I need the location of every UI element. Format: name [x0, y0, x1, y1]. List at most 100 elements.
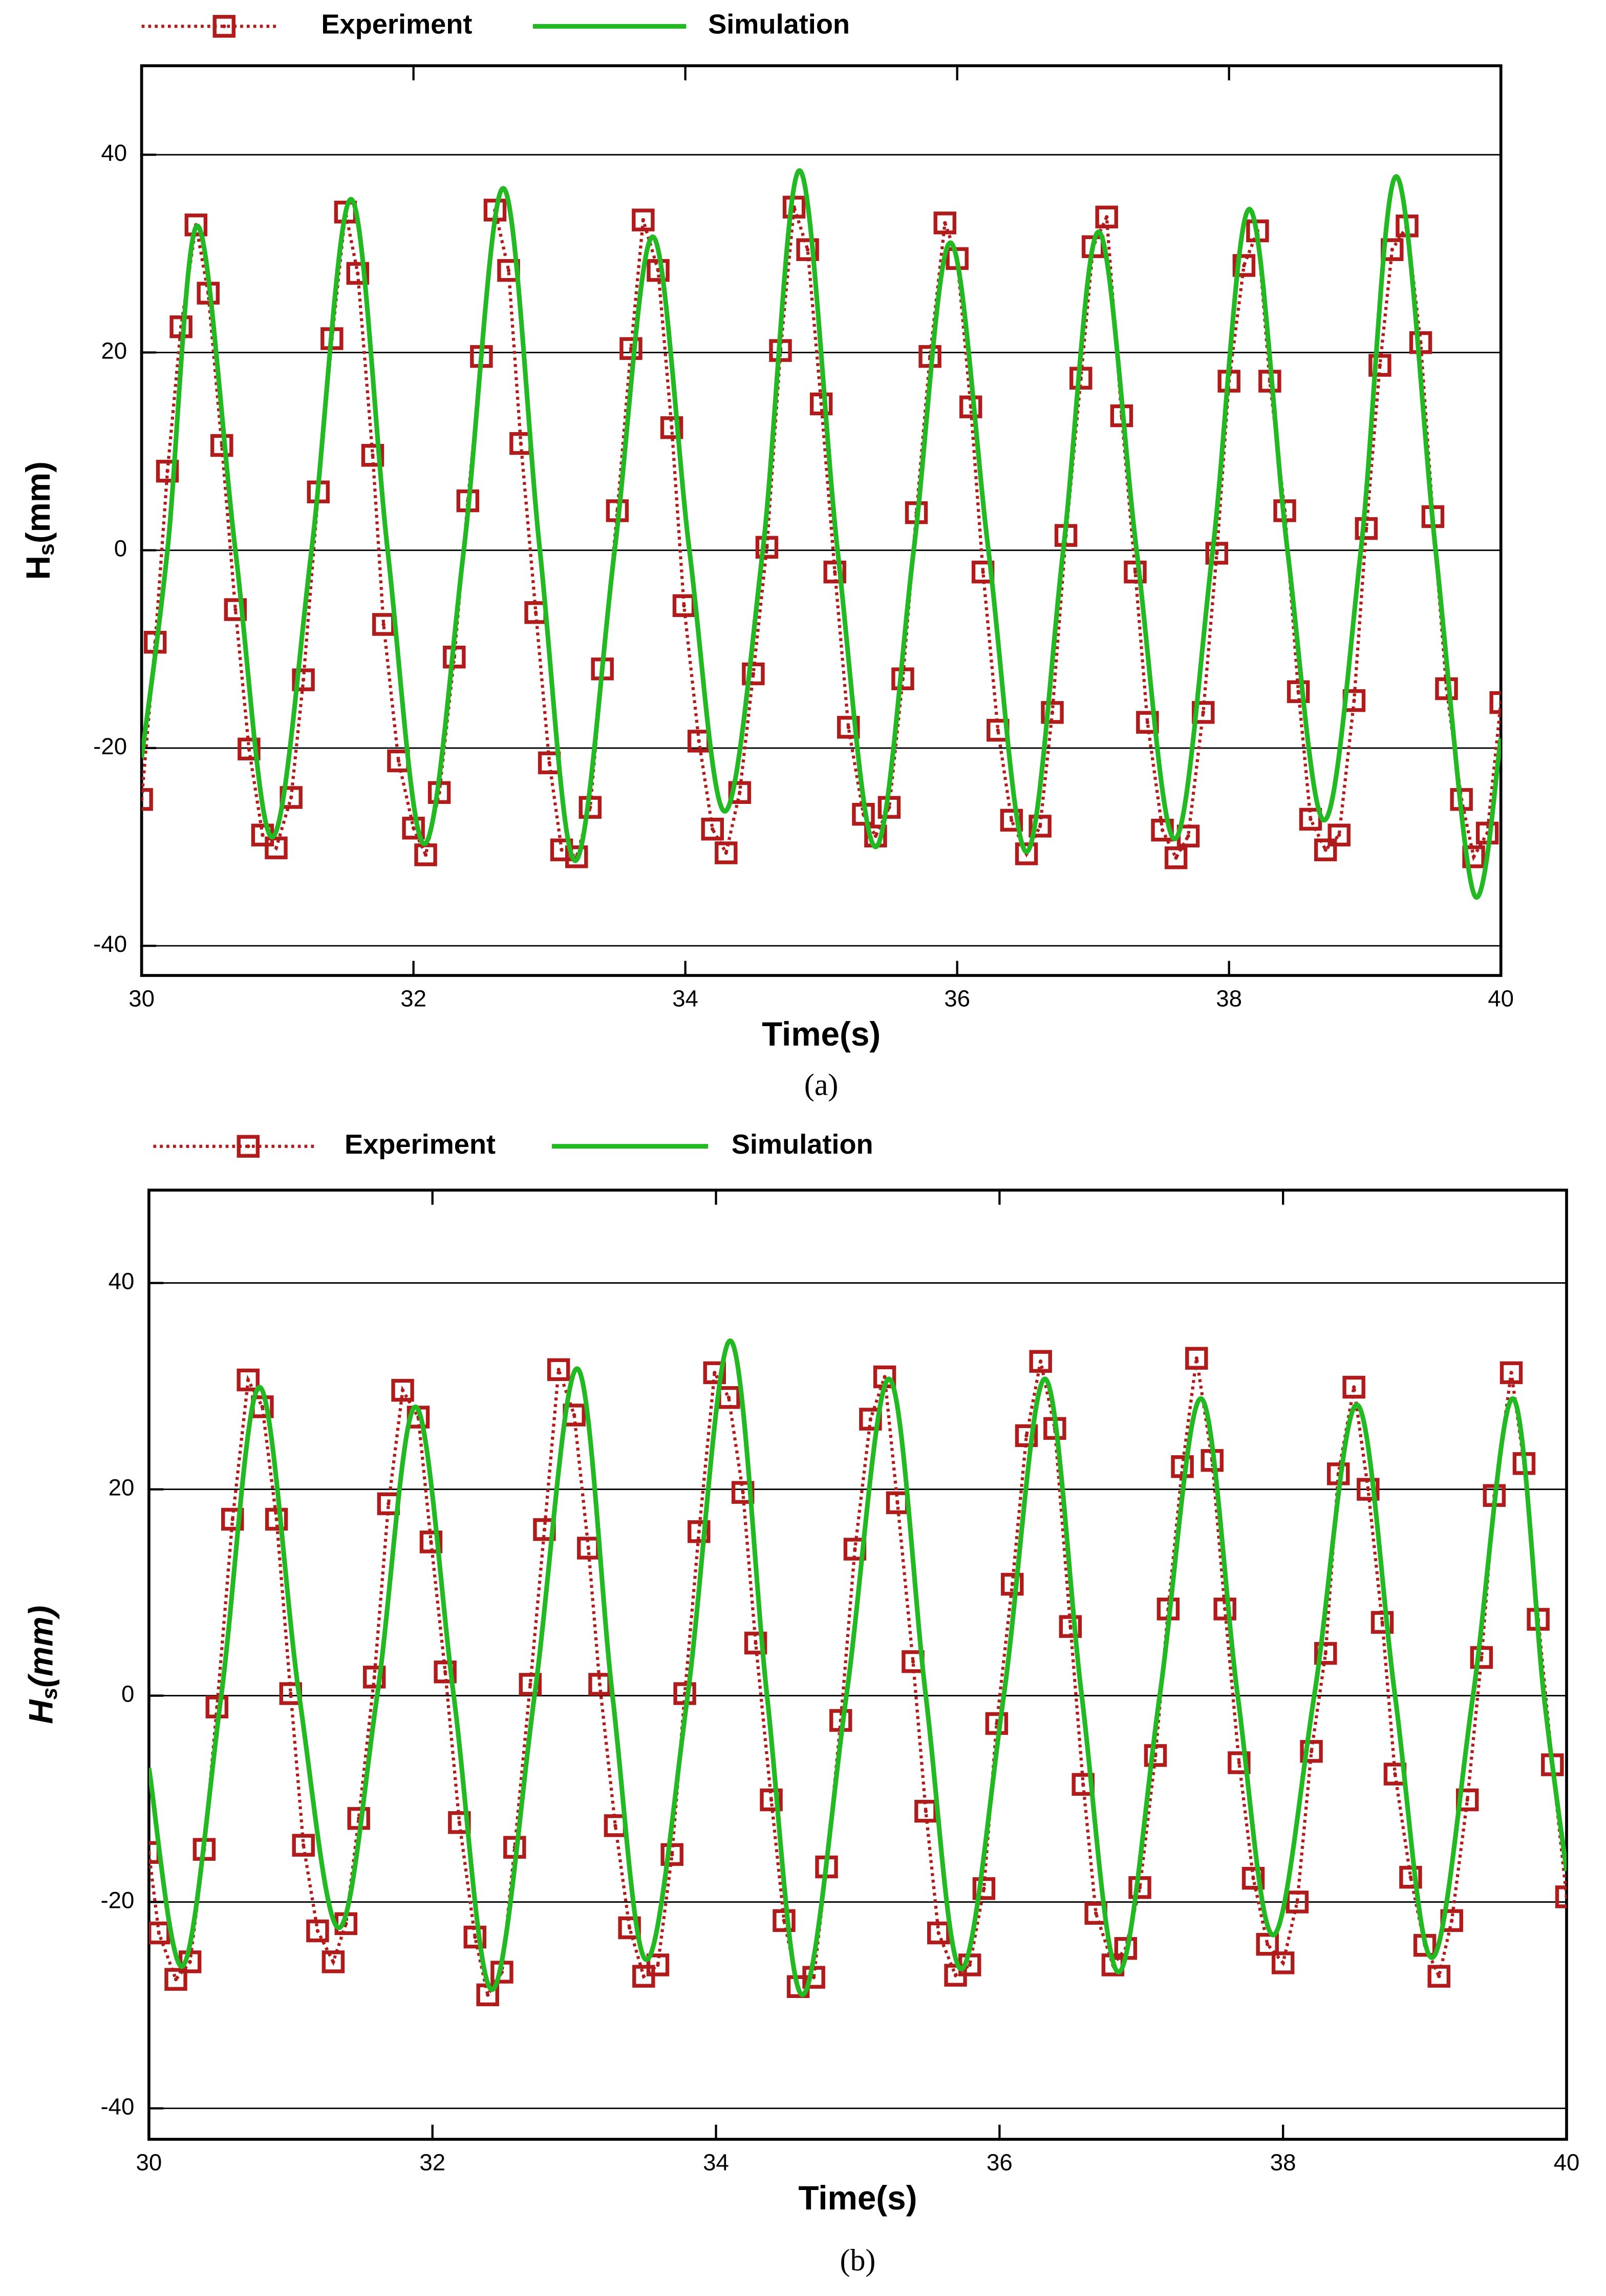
- point-dot: [670, 1853, 674, 1857]
- point-dot: [274, 846, 279, 850]
- y-tick-label: 20: [109, 1475, 135, 1501]
- point-dot: [1296, 690, 1300, 694]
- point-dot: [741, 1490, 745, 1495]
- point-dot: [141, 797, 144, 802]
- y-axis-label-part: (mm): [23, 1605, 60, 1687]
- point: [1300, 1740, 1323, 1763]
- point-dot: [1010, 818, 1014, 822]
- point-dot: [751, 672, 756, 676]
- point-dot: [148, 1851, 151, 1855]
- point: [148, 1921, 170, 1945]
- legend-label: Simulation: [732, 1129, 873, 1160]
- series: [148, 1338, 1567, 1997]
- point: [1314, 1642, 1337, 1665]
- point: [715, 841, 738, 864]
- point: [1489, 691, 1501, 714]
- x-axis-label: Time(s): [762, 1015, 881, 1053]
- point-dot: [457, 1820, 462, 1825]
- point-dot: [769, 1798, 774, 1802]
- point-dot: [805, 247, 810, 252]
- point: [1029, 1350, 1052, 1373]
- point: [1015, 1424, 1038, 1448]
- y-tick-label: -40: [93, 931, 127, 957]
- legend-marker: [237, 1135, 260, 1158]
- plot-frame: [147, 1188, 1568, 2141]
- y-axis-label: Hs(mm): [23, 1605, 62, 1724]
- point-dot: [261, 833, 265, 837]
- x-tick-label: 30: [136, 2149, 162, 2175]
- x-tick-label: 38: [1216, 986, 1242, 1012]
- point: [742, 662, 765, 686]
- point-dot: [924, 1809, 928, 1813]
- point-dot: [1160, 828, 1165, 832]
- point-dot: [1309, 817, 1313, 821]
- point: [1462, 845, 1485, 868]
- point-dot: [371, 453, 375, 457]
- point-dot: [289, 1691, 293, 1696]
- point-dot: [846, 725, 850, 730]
- point-dot: [1309, 1749, 1314, 1754]
- x-axis-label: Time(s): [798, 2179, 917, 2217]
- point-dot: [1509, 1371, 1513, 1375]
- point-dot: [968, 1963, 972, 1967]
- point-dot: [1050, 710, 1055, 715]
- point: [744, 1631, 767, 1655]
- point-dot: [381, 622, 386, 627]
- point: [184, 214, 208, 237]
- point: [660, 1843, 683, 1866]
- point-dot: [396, 759, 401, 763]
- point: [1555, 1885, 1567, 1908]
- point-dot: [556, 1368, 561, 1372]
- x-tick-label: 34: [703, 2149, 729, 2175]
- point-dot: [1133, 570, 1138, 574]
- point: [237, 1368, 260, 1392]
- point-dot: [1174, 856, 1178, 860]
- point-dot: [953, 1973, 958, 1978]
- point: [933, 211, 957, 235]
- point-dot: [1237, 1760, 1241, 1765]
- point-dot: [682, 604, 686, 608]
- point: [1213, 1598, 1236, 1621]
- point: [809, 392, 833, 416]
- y-tick-label: 0: [114, 536, 127, 562]
- y-tick-label: 40: [101, 140, 127, 166]
- point-dot: [356, 271, 360, 275]
- point-dot: [315, 1929, 320, 1933]
- legend-label: Experiment: [345, 1129, 496, 1160]
- point: [1232, 254, 1256, 277]
- point: [1059, 1615, 1082, 1638]
- point-dot: [372, 1675, 376, 1680]
- chart: -40 -20 0 20 40 30 32 34 36 38 40 Experiment Simulat…: [23, 1129, 1579, 2277]
- point: [1327, 823, 1351, 847]
- point-dot: [274, 1517, 279, 1521]
- point: [519, 1673, 542, 1696]
- point-dot: [423, 853, 428, 857]
- point: [1271, 1951, 1295, 1974]
- point: [463, 1925, 487, 1949]
- point: [823, 560, 846, 584]
- y-tick-label: -40: [100, 2094, 134, 2120]
- point: [1470, 1646, 1493, 1669]
- point: [238, 737, 261, 761]
- point-dot: [943, 221, 947, 225]
- x-tick-label: 38: [1270, 2149, 1296, 2175]
- point-dot: [1104, 215, 1109, 219]
- point-dot: [157, 1931, 161, 1935]
- point-dot: [996, 728, 1000, 732]
- point: [565, 845, 588, 868]
- point-dot: [1038, 824, 1042, 828]
- point: [728, 781, 752, 804]
- point: [265, 1507, 288, 1531]
- point: [1368, 354, 1391, 377]
- point: [1185, 1347, 1208, 1370]
- y-tick-label: -20: [93, 733, 127, 759]
- point: [1164, 846, 1188, 869]
- point: [632, 208, 655, 231]
- point-dot: [697, 1529, 701, 1534]
- point-dot: [1194, 1356, 1198, 1360]
- point-dot: [873, 834, 878, 838]
- x-tick-label: 34: [672, 986, 698, 1012]
- point-dot: [883, 1375, 887, 1379]
- point: [346, 262, 370, 285]
- x-tick-label: 30: [129, 986, 155, 1012]
